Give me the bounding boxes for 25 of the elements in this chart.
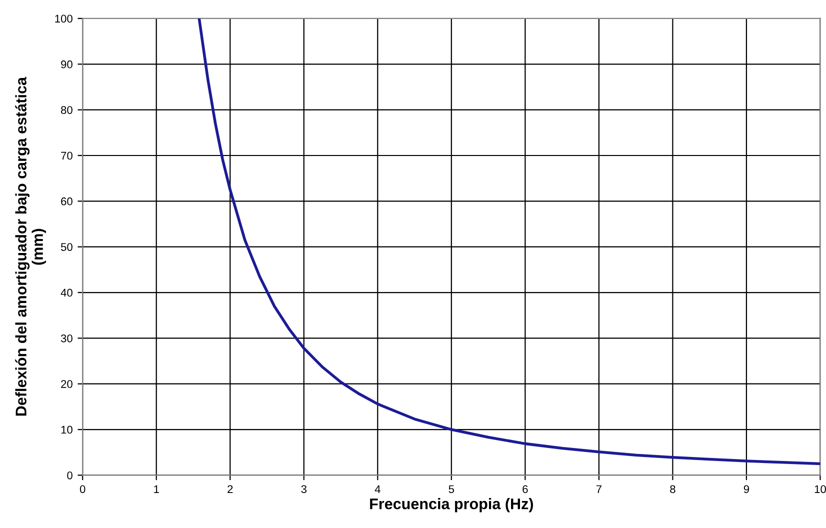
x-tick-label: 8 <box>670 485 676 494</box>
x-tick-label: 0 <box>80 485 86 494</box>
y-tick-label: 40 <box>60 288 72 297</box>
x-tick-label: 2 <box>228 485 233 493</box>
y-tick-label: 10 <box>61 426 72 434</box>
y-tick-label: 70 <box>61 152 72 160</box>
x-tick-label: 10 <box>814 485 826 494</box>
y-tick-label: 20 <box>61 380 72 388</box>
x-tick-label: 7 <box>596 485 602 493</box>
x-tick-label: 5 <box>448 485 454 494</box>
y-tick-label: 80 <box>61 106 72 114</box>
x-tick-label: 6 <box>522 485 528 494</box>
y-tick-label: 90 <box>61 60 72 68</box>
y-tick-label: 100 <box>55 14 72 23</box>
line-series <box>198 18 820 466</box>
y-tick-label: 30 <box>60 334 72 342</box>
x-axis-title: Frecuencia propia (Hz) <box>370 498 533 512</box>
x-tick-label: 4 <box>374 485 380 493</box>
x-tick-label: 9 <box>744 485 750 494</box>
y-tick-label: 0 <box>67 471 72 480</box>
y-tick-label: 50 <box>60 243 72 251</box>
y-tick-label: 60 <box>61 197 72 206</box>
y-axis-title: Deflexión del amortiguador bajo carga estática (mm) <box>15 76 46 416</box>
x-tick-label: 1 <box>154 485 159 493</box>
x-tick-label: 3 <box>301 485 306 494</box>
